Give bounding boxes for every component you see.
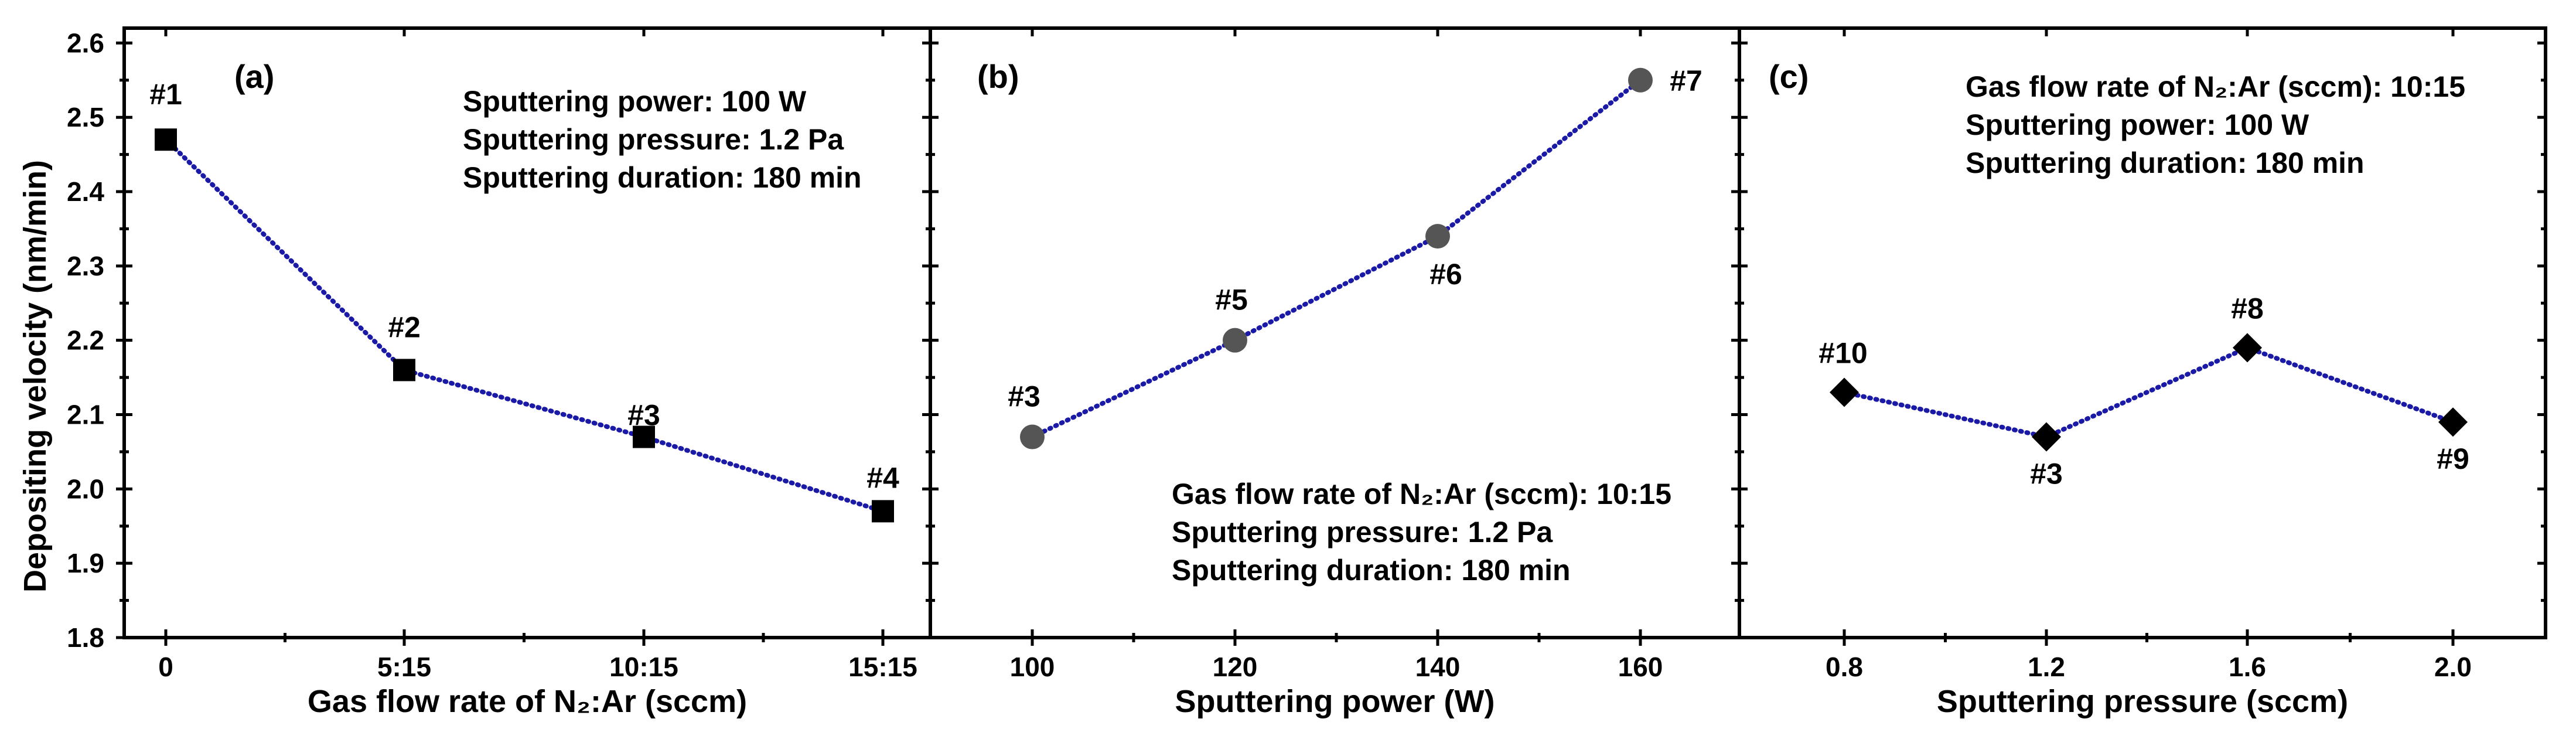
data-point	[1830, 377, 1859, 407]
x-tick-label: 0	[158, 652, 173, 682]
point-label: #7	[1670, 64, 1702, 97]
panel-frame-c	[1738, 26, 2547, 639]
point-label: #4	[866, 461, 899, 494]
point-label: #2	[388, 311, 421, 343]
y-tick-label: 1.9	[67, 548, 104, 578]
data-point	[1020, 424, 1045, 449]
data-point	[2233, 333, 2262, 363]
point-label: #5	[1215, 284, 1248, 316]
x-axis-label: Sputtering power (W)	[1175, 684, 1495, 719]
x-tick-label: 120	[1213, 652, 1258, 682]
panel-frame-a	[122, 26, 932, 639]
data-point	[633, 425, 655, 448]
x-tick-label: 1.6	[2229, 652, 2266, 682]
condition-annotation: Gas flow rate of N₂:Ar (sccm): 10:15	[1966, 70, 2465, 103]
x-tick-label: 5:15	[377, 652, 431, 682]
point-label: #10	[1818, 336, 1867, 369]
y-tick-label: 2.6	[67, 28, 104, 58]
panel-b: 100 120 140 160 Sputtering power (W) (b) Gas f…	[977, 28, 1702, 719]
point-label: #3	[627, 399, 660, 432]
condition-annotation: Sputtering pressure: 1.2 Pa	[1172, 516, 1553, 549]
point-label: #6	[1429, 258, 1462, 291]
series-line	[163, 137, 885, 514]
x-tick-label: 0.8	[1826, 652, 1863, 682]
data-point	[155, 128, 177, 151]
x-tick-label: 2.0	[2434, 652, 2472, 682]
y-tick-label: 2.0	[67, 474, 104, 504]
condition-annotation: Sputtering duration: 180 min	[463, 161, 862, 194]
data-point	[2032, 422, 2061, 452]
data-point	[872, 500, 894, 523]
data-point	[1628, 67, 1653, 93]
point-label: #1	[149, 78, 182, 111]
condition-annotation: Sputtering power: 100 W	[1966, 108, 2309, 141]
condition-annotation: Sputtering duration: 180 min	[1172, 554, 1571, 587]
x-tick-label: 10:15	[609, 652, 678, 682]
x-tick-label: 1.2	[2028, 652, 2065, 682]
y-tick-label: 1.8	[67, 622, 104, 653]
condition-annotation: Sputtering power: 100 W	[463, 85, 807, 118]
point-label: #3	[2030, 458, 2063, 490]
data-point	[1223, 328, 1247, 353]
panel-label: (c)	[1769, 58, 1809, 95]
panel-label: (b)	[977, 58, 1019, 95]
x-tick-label: 15:15	[848, 652, 917, 682]
point-label: #8	[2231, 292, 2264, 325]
panel-c: 0.8 1.2 1.6 2.0 Sputtering pressure (sccm) (c…	[1769, 28, 2472, 719]
point-label: #9	[2437, 442, 2469, 475]
x-axis-label: Gas flow rate of N₂:Ar (sccm)	[308, 684, 747, 719]
condition-annotation: Sputtering pressure: 1.2 Pa	[463, 123, 844, 156]
x-axis-label: Sputtering pressure (sccm)	[1937, 684, 2348, 719]
y-axis-ticks: 1.8 1.9 2.0 2.1 2.2 2.3 2.4 2.5 2.6	[67, 28, 2546, 653]
series-line	[1030, 77, 1643, 440]
data-point	[393, 359, 415, 381]
condition-annotation: Sputtering duration: 180 min	[1966, 147, 2365, 179]
y-axis-label: Depositing velocity (nm/min)	[18, 160, 53, 592]
y-tick-label: 2.1	[67, 400, 104, 430]
y-tick-label: 2.4	[67, 176, 104, 207]
y-tick-label: 2.5	[67, 102, 104, 132]
y-tick-label: 2.2	[67, 325, 104, 356]
x-tick-label: 140	[1415, 652, 1461, 682]
condition-annotation: Gas flow rate of N₂:Ar (sccm): 10:15	[1172, 478, 1671, 510]
panel-a: 0 5:15 10:15 15:15 Gas flow rate of N₂:Ar (s…	[149, 28, 917, 719]
panel-label: (a)	[234, 58, 274, 95]
data-point	[2438, 407, 2468, 437]
y-tick-label: 2.3	[67, 251, 104, 281]
x-tick-label: 160	[1618, 652, 1663, 682]
x-tick-label: 100	[1010, 652, 1055, 682]
series-line	[1842, 345, 2455, 440]
point-label: #3	[1008, 380, 1040, 413]
data-point	[1425, 224, 1450, 249]
